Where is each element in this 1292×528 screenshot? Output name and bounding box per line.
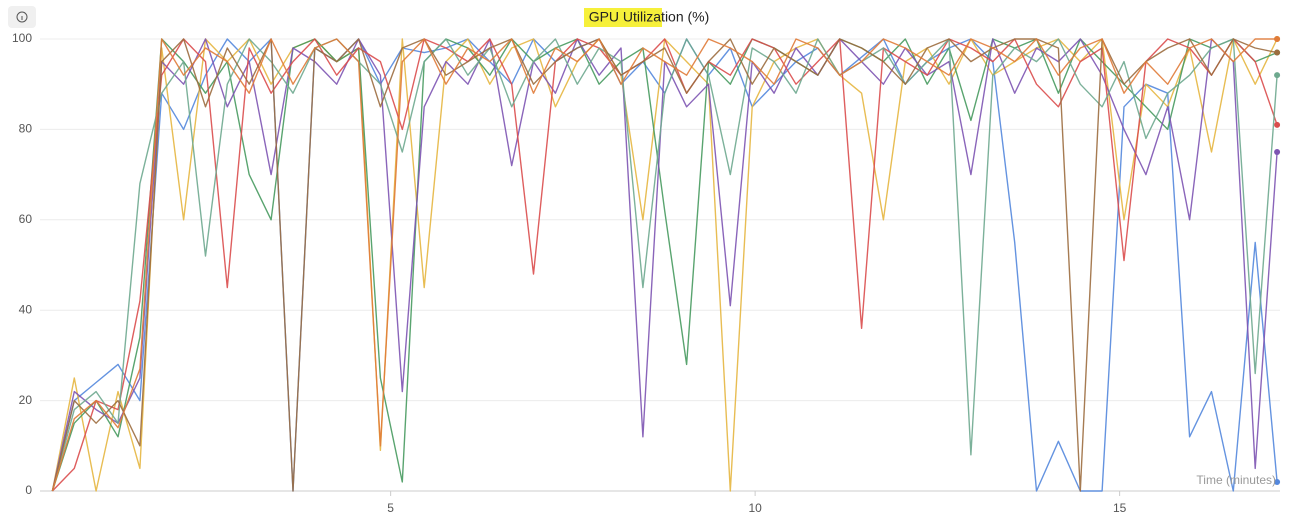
chart-title: GPU Utilization (%) (589, 9, 710, 25)
series-line (51, 38, 1278, 492)
end-dot (1274, 149, 1281, 155)
x-tick-label: 10 (748, 501, 762, 515)
x-tick-label: 15 (1113, 501, 1127, 515)
search-highlight (584, 8, 662, 27)
series-line (51, 38, 1278, 492)
series-line (51, 38, 1278, 492)
y-tick-label: 20 (19, 393, 33, 407)
info-button[interactable] (8, 6, 36, 28)
x-axis-label: Time (minutes) (1196, 473, 1276, 487)
y-tick-label: 60 (19, 212, 33, 226)
end-dot (1274, 36, 1281, 42)
y-tick-label: 40 (19, 302, 33, 316)
y-tick-label: 0 (25, 483, 32, 497)
end-dot (1274, 49, 1281, 56)
y-tick-label: 100 (12, 31, 32, 45)
end-dot (1274, 478, 1281, 485)
x-tick-label: 5 (387, 501, 394, 515)
end-dot (1274, 121, 1281, 128)
series-line (51, 38, 1278, 492)
info-icon[interactable] (16, 11, 28, 23)
end-dot (1274, 72, 1281, 79)
series-line (51, 38, 1278, 492)
y-tick-label: 80 (19, 122, 33, 136)
